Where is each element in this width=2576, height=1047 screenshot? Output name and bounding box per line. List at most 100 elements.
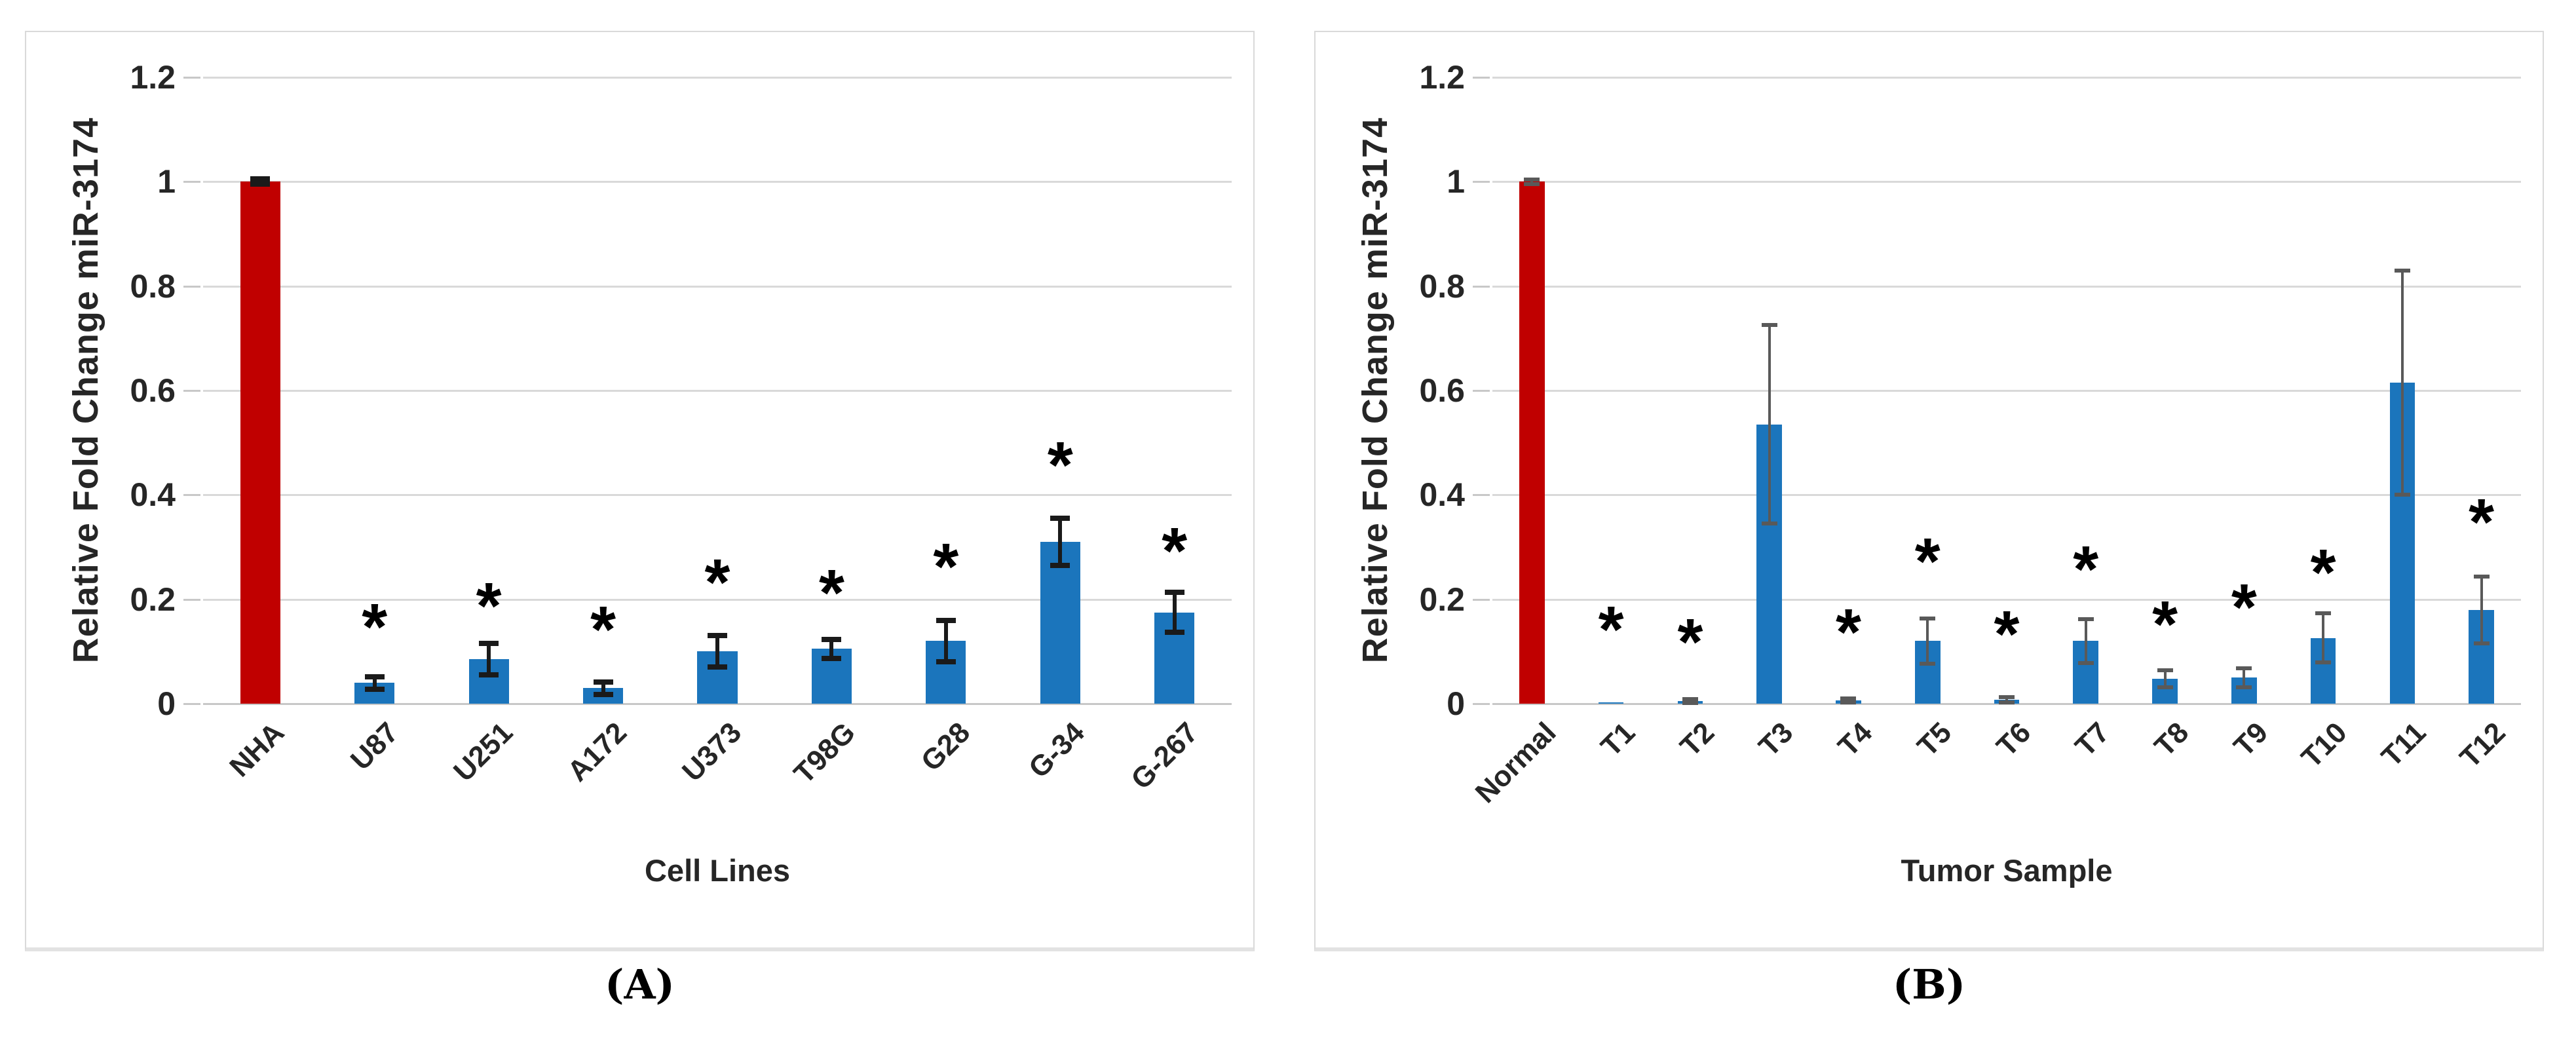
significance-asterisk-A172: *	[590, 592, 616, 666]
gridline-0.4	[203, 494, 1232, 497]
x-label-T3: T3	[1752, 716, 1800, 763]
error-bar-T6	[2005, 696, 2008, 702]
y-tick-0.2	[1473, 598, 1490, 601]
gridline-0	[203, 703, 1232, 705]
error-cap-low-U87	[364, 686, 385, 692]
error-cap-high-NHA	[250, 176, 271, 182]
y-tick-label-0: 0	[157, 685, 176, 722]
error-cap-low-U251	[479, 672, 499, 678]
significance-asterisk-T8: *	[2152, 587, 2178, 661]
error-cap-low-T10	[2315, 660, 2332, 665]
x-label-T98G: T98G	[787, 716, 862, 790]
y-tick-label-0: 0	[1447, 685, 1465, 722]
error-bar-G-267	[1172, 592, 1177, 632]
y-tick-label-1: 1	[1447, 163, 1465, 200]
error-bar-T11	[2400, 270, 2404, 495]
x-label-U87: U87	[344, 716, 405, 777]
gridline-0.2	[203, 598, 1232, 601]
significance-asterisk-T10: *	[2310, 535, 2336, 609]
x-label-G28: G28	[915, 716, 976, 778]
error-cap-low-A172	[593, 691, 613, 697]
x-label-T12: T12	[2453, 716, 2512, 774]
y-tick-label-1: 1	[157, 163, 176, 200]
y-tick-1	[1473, 181, 1490, 183]
error-cap-low-T2	[1682, 701, 1698, 706]
error-cap-high-T11	[2394, 268, 2410, 273]
significance-asterisk-T9: *	[2231, 571, 2257, 645]
error-cap-high-A172	[593, 679, 613, 685]
x-label-U373: U373	[675, 716, 748, 788]
error-bar-Normal	[1530, 180, 1534, 184]
x-axis-title-B: Tumor Sample	[1901, 853, 2113, 888]
error-bar-T8	[2163, 670, 2167, 687]
gridline-0.6	[203, 390, 1232, 392]
x-label-NHA: NHA	[223, 716, 291, 784]
y-tick-label-0.8: 0.8	[1419, 267, 1465, 305]
x-label-T8: T8	[2148, 716, 2195, 763]
x-label-T2: T2	[1673, 716, 1720, 763]
y-tick-label-1.2: 1.2	[130, 59, 176, 96]
x-axis-title-A: Cell Lines	[644, 853, 790, 888]
x-label-T11: T11	[2376, 716, 2433, 773]
y-tick-label-0.6: 0.6	[1419, 372, 1465, 409]
x-label-T9: T9	[2227, 716, 2275, 763]
x-label-G-34: G-34	[1022, 716, 1091, 785]
significance-asterisk-T1: *	[1598, 592, 1624, 666]
error-bar-T3	[1768, 325, 1771, 524]
chart-panel-B: Relative Fold Change miR-3174 1.2 1 0.8 0.6…	[1314, 31, 2544, 951]
error-bar-T98G	[829, 639, 834, 658]
y-tick-label-0.6: 0.6	[130, 372, 176, 409]
error-cap-low-T5	[1920, 661, 1936, 666]
error-cap-low-T8	[2157, 685, 2173, 689]
error-bar-T7	[2084, 619, 2087, 663]
significance-asterisk-G-267: *	[1162, 514, 1188, 588]
error-bar-T5	[1926, 619, 1929, 664]
error-cap-low-NHA	[250, 181, 271, 187]
error-cap-low-T6	[1999, 700, 2015, 704]
error-cap-high-G-34	[1050, 516, 1070, 522]
y-tick-label-0.4: 0.4	[1419, 476, 1465, 514]
error-bar-U251	[487, 643, 491, 676]
significance-asterisk-U373: *	[704, 545, 730, 619]
bar-Normal	[1519, 181, 1545, 704]
error-cap-low-G-34	[1050, 562, 1070, 568]
y-tick-0	[1473, 703, 1490, 705]
significance-asterisk-U87: *	[362, 590, 388, 664]
y-tick-1.2	[1473, 77, 1490, 79]
panel-caption-A: (A)	[605, 961, 675, 1008]
gridline-1	[203, 181, 1232, 183]
gridline-0.8	[203, 285, 1232, 288]
error-cap-low-T9	[2236, 685, 2252, 689]
error-cap-low-U373	[708, 664, 727, 670]
error-bar-T12	[2480, 576, 2483, 643]
significance-asterisk-T12: *	[2469, 485, 2495, 560]
gridline-1.2	[1492, 77, 2521, 79]
error-bar-T2	[1688, 698, 1692, 704]
error-cap-high-U373	[708, 633, 727, 639]
bar-G-34	[1040, 542, 1080, 704]
error-cap-high-T4	[1840, 696, 1857, 701]
error-bar-G-34	[1058, 518, 1063, 565]
significance-asterisk-U251: *	[476, 569, 502, 643]
y-tick-1.2	[183, 77, 200, 79]
error-cap-high-T9	[2236, 666, 2252, 670]
bar-T1	[1598, 702, 1624, 704]
error-bar-U87	[372, 676, 377, 689]
error-cap-high-T3	[1761, 323, 1777, 328]
error-cap-high-U87	[364, 674, 385, 679]
y-tick-label-0.8: 0.8	[130, 267, 176, 305]
x-label-T6: T6	[1990, 716, 2037, 763]
y-tick-label-0.4: 0.4	[130, 476, 176, 514]
error-cap-low-T7	[2077, 660, 2094, 665]
panel-caption-B: (B)	[1892, 961, 1966, 1008]
x-label-T4: T4	[1832, 716, 1879, 763]
y-tick-0	[183, 703, 200, 705]
y-tick-0.2	[183, 598, 200, 601]
plot-area-A: 1.2 1 0.8 0.6 0.4 0.2 0 NHA * U87 * U251 * A172 * U373 *…	[130, 59, 1232, 795]
error-cap-high-T5	[1920, 617, 1936, 621]
error-cap-low-T98G	[822, 655, 842, 661]
error-bar-G28	[943, 620, 948, 662]
plot-area-B: 1.2 1 0.8 0.6 0.4 0.2 0 Normal * T1 * T2 T3 * T4 * T5 * T6…	[1419, 59, 2521, 809]
y-tick-label-0.2: 0.2	[1419, 581, 1465, 618]
